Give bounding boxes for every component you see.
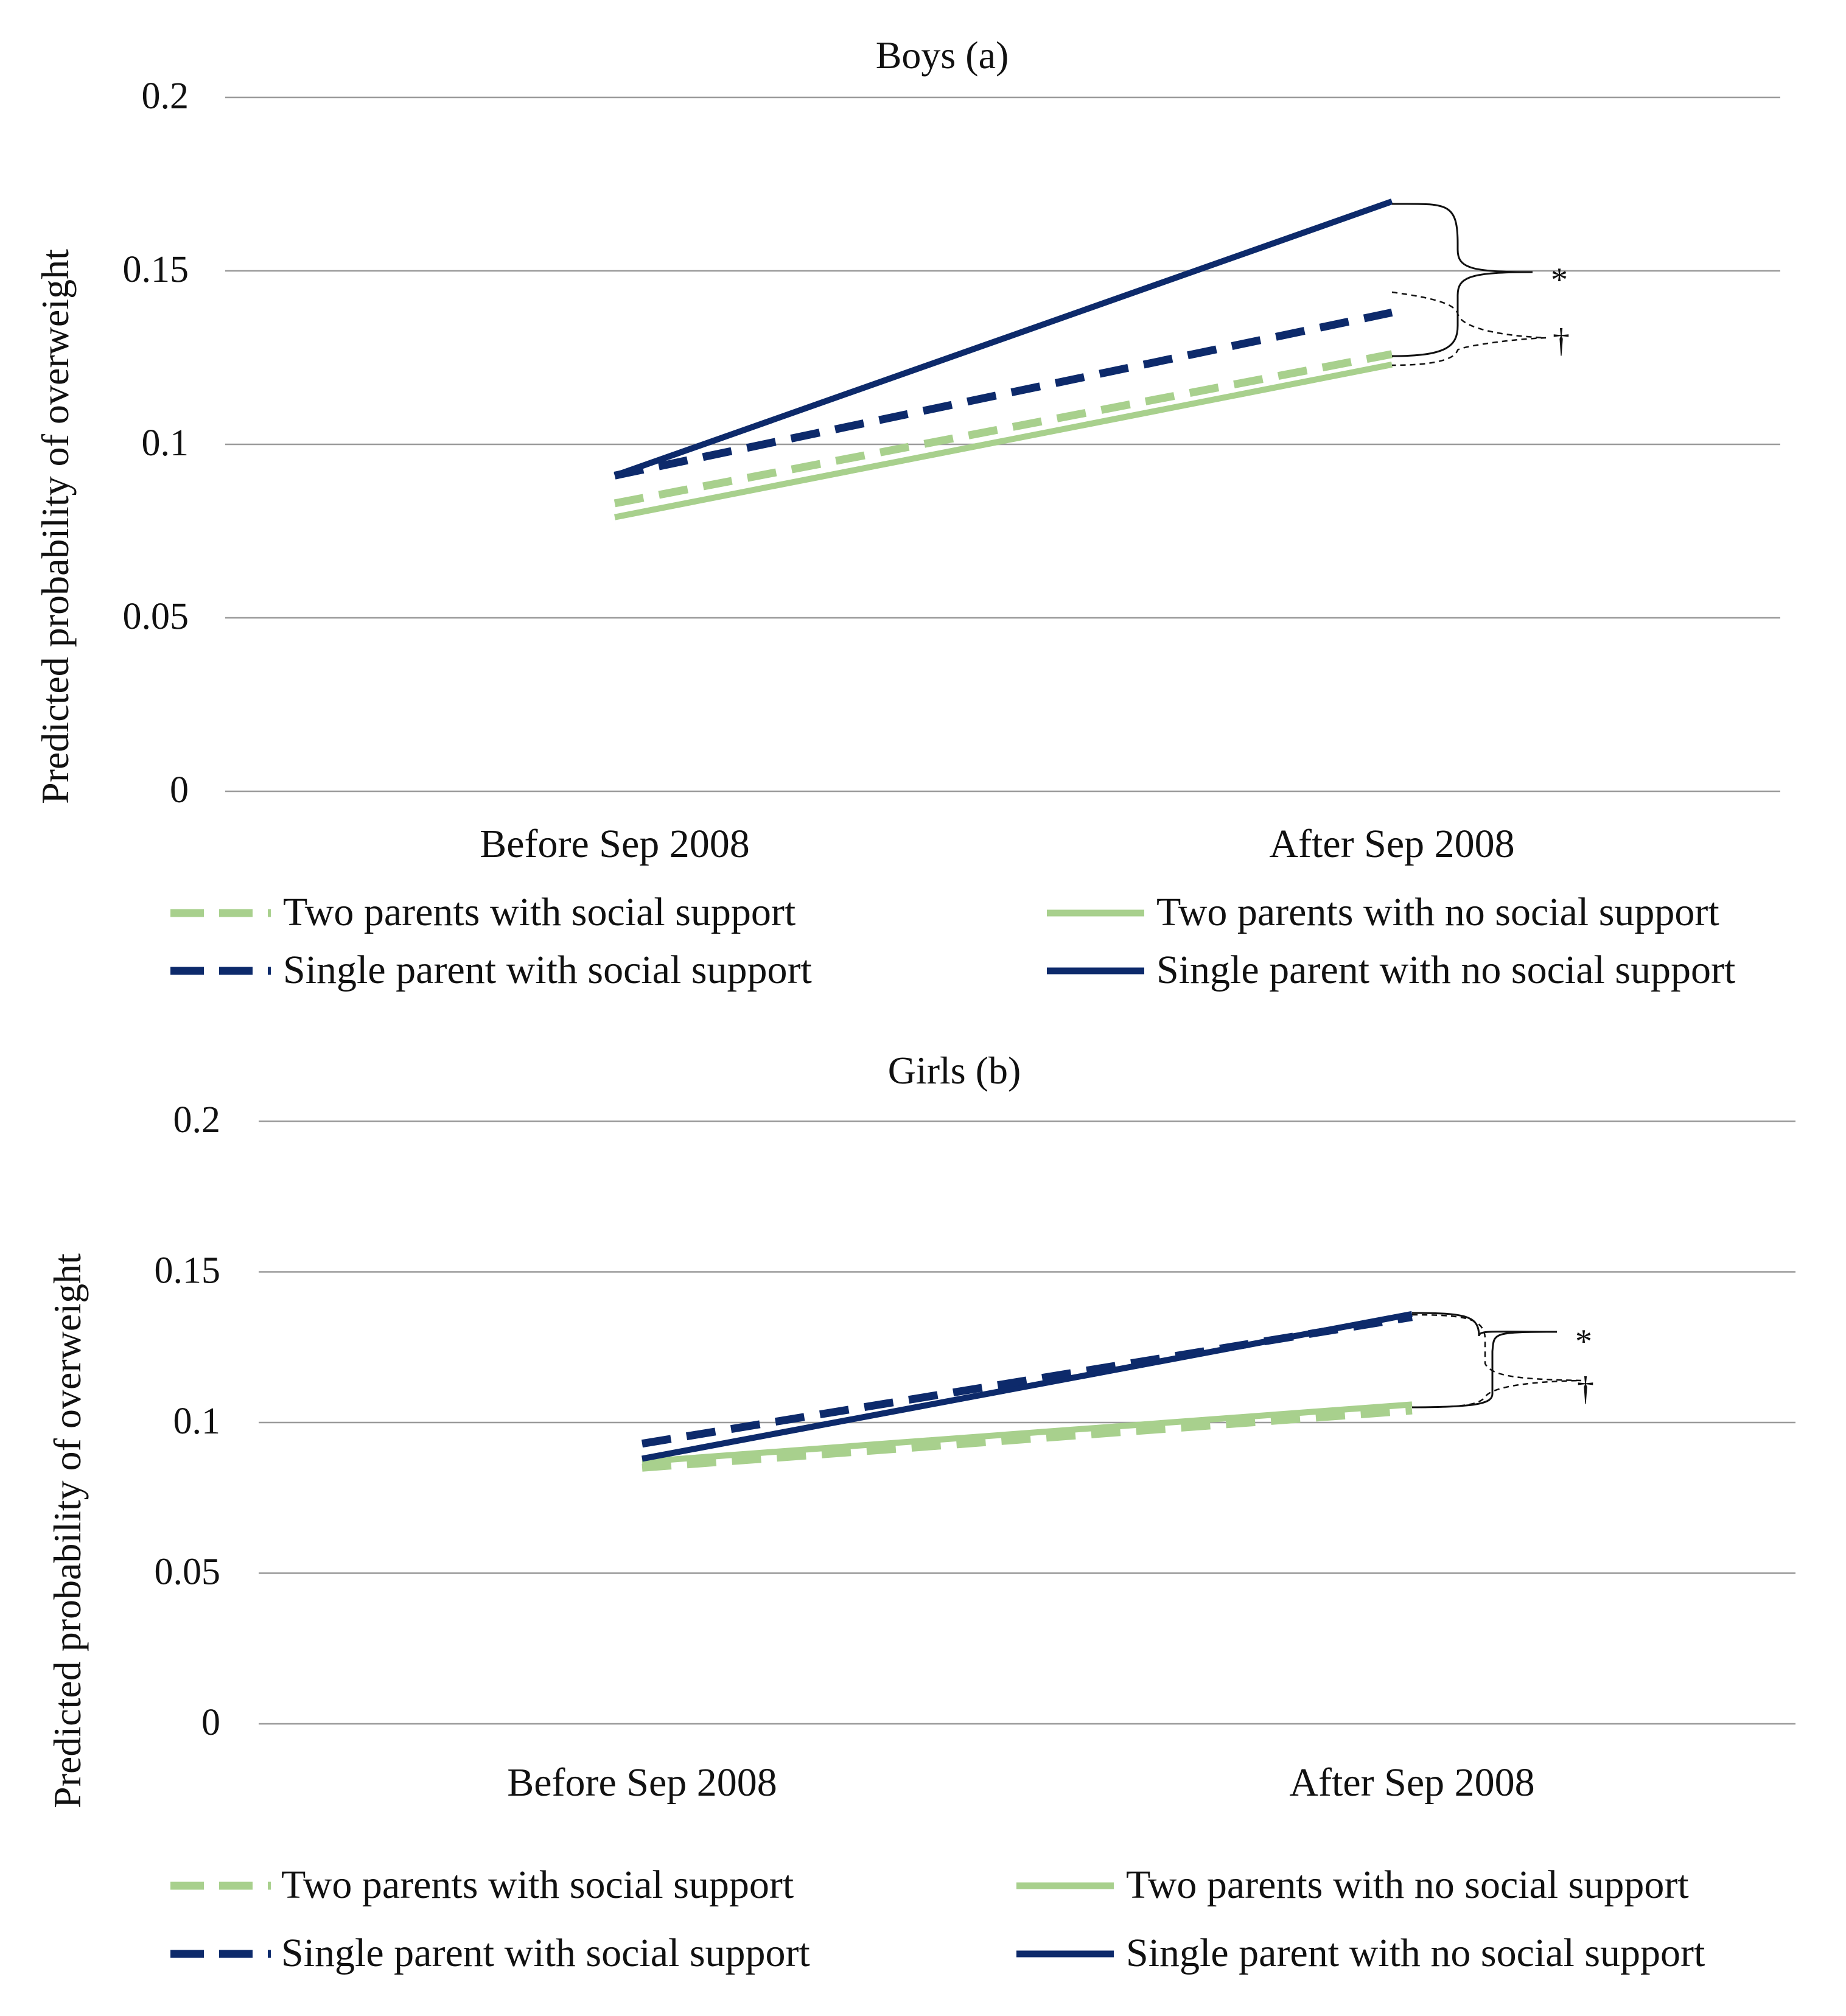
y-tick-label: 0.15 [155,1250,221,1292]
legend-label: Two parents with social support [281,1863,794,1907]
significance-brackets [1391,203,1547,366]
series-line [641,1313,1413,1448]
y-tick-label: 0.1 [142,422,189,464]
solid-bracket [1411,1312,1558,1409]
x-tick-label: Before Sep 2008 [507,1760,777,1805]
boys-chart: Boys (a) Predicted probability of overwe… [33,33,1780,992]
significance-dagger: † [1577,1370,1594,1408]
legend-label: Two parents with social support [283,890,795,934]
legend-label: Single parent with social support [281,1931,810,1975]
y-axis-label: Predicted probability of overweight [46,1253,89,1808]
legend: Two parents with social support Two paren… [170,1863,1705,1975]
series-line [642,1401,1413,1465]
significance-star: * [1575,1323,1592,1360]
series-line [614,198,1393,479]
y-tick-label: 0.2 [142,75,189,117]
legend: Two parents with social support Two paren… [170,890,1735,992]
significance-brackets [1411,1312,1582,1409]
girls-chart: Girls (b) Predicted probability of overw… [46,1049,1795,1975]
significance-dagger: † [1553,322,1570,360]
legend-label: Two parents with no social support [1156,890,1719,934]
chart-title: Girls (b) [888,1049,1021,1092]
dashed-bracket [1391,291,1547,366]
series-line [614,361,1393,520]
x-tick-label: Before Sep 2008 [480,822,750,866]
legend-label: Single parent with no social support [1156,948,1735,992]
legend-label: Single parent with no social support [1126,1931,1705,1975]
y-tick-label: 0.15 [123,249,189,290]
legend-label: Single parent with social support [283,948,812,992]
series-line [614,350,1393,508]
significance-star: * [1551,261,1568,299]
legend-label: Two parents with no social support [1126,1863,1689,1907]
chart-title: Boys (a) [876,33,1009,77]
y-tick-label: 0.05 [155,1552,221,1593]
x-tick-label: After Sep 2008 [1289,1760,1534,1805]
y-tick-label: 0.05 [123,596,189,637]
y-tick-label: 0.1 [173,1401,221,1442]
y-axis-label: Predicted probability of overweight [33,249,77,804]
y-tick-label: 0 [201,1702,220,1743]
solid-bracket [1391,203,1533,357]
x-tick-label: After Sep 2008 [1269,822,1514,866]
series-line [642,1406,1413,1472]
dashed-bracket [1411,1314,1582,1409]
y-tick-label: 0 [170,769,189,811]
y-tick-label: 0.2 [173,1099,221,1141]
